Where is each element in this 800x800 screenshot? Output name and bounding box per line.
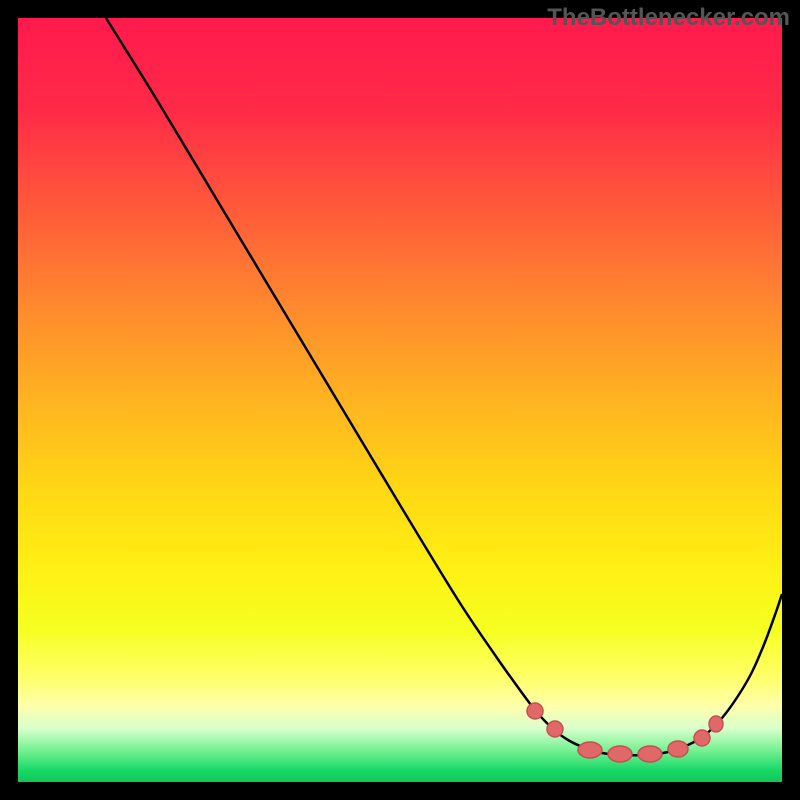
marker-dot [527,703,543,719]
marker-dot [694,730,710,746]
watermark-text: TheBottlenecker.com [547,4,790,32]
marker-dot [578,742,602,758]
marker-dot [638,746,662,762]
marker-dot [709,716,723,732]
gradient-background [18,18,782,782]
chart-canvas: TheBottlenecker.com [0,0,800,800]
marker-dot [547,721,563,737]
marker-dot [608,746,632,762]
marker-dot [668,741,688,757]
plot-area [18,18,782,782]
